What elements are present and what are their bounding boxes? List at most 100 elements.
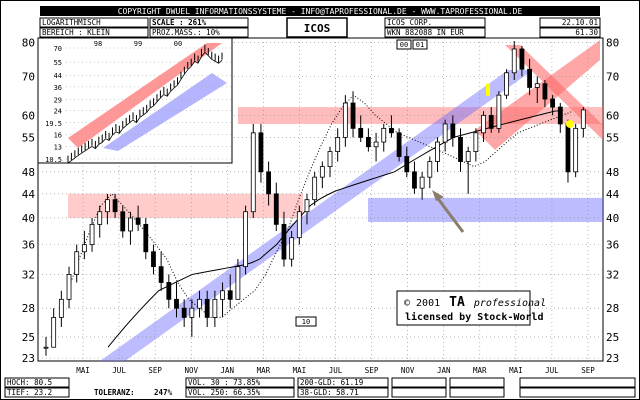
ohlc-body <box>335 136 341 152</box>
ohlc-bar <box>396 128 402 162</box>
dotted-average-path <box>67 94 574 318</box>
ohlc-bar <box>51 308 57 348</box>
ohlc-bar <box>527 58 532 96</box>
ohlc-bar <box>143 217 149 260</box>
inset-y-tick-label: 10.5 <box>45 156 62 164</box>
inset-price-line <box>67 44 223 164</box>
symbol-title: ICOS <box>304 22 331 35</box>
y-tick-label-left: 80 <box>22 37 35 50</box>
x-tick-label: MAI <box>293 366 307 375</box>
inset-y-tick-label: 29 <box>54 97 62 105</box>
x-axis: MAI JUL SEP NOV JAN MAR MAI JUL SEP NOV JAN MAR MAI J… <box>76 366 595 375</box>
ohlc-body <box>258 132 264 173</box>
ohlc-bar <box>481 111 486 143</box>
ohlc-body <box>396 132 402 157</box>
x-tick-label: SEP <box>148 366 162 375</box>
ohlc-bar <box>458 128 463 172</box>
ohlc-bar <box>135 205 141 231</box>
ohlc-bar <box>220 282 225 318</box>
ohlc-body <box>97 211 103 225</box>
y-tick-label-left: 40 <box>22 212 35 225</box>
ohlc-body <box>112 199 118 213</box>
support-trend-channel <box>100 70 533 361</box>
ohlc-bar <box>327 146 333 178</box>
ohlc-body <box>319 166 325 178</box>
ohlc-body <box>281 223 287 260</box>
ohlc-bar <box>235 259 241 300</box>
inset-x-tick-label: 00 <box>174 40 182 48</box>
ohlc-bar <box>81 230 87 260</box>
ohlc-body <box>58 298 64 318</box>
ohlc-bar <box>189 299 195 337</box>
support-band <box>368 197 603 222</box>
ohlc-bar <box>511 41 517 81</box>
y-tick-label-left: 36 <box>22 239 35 252</box>
ohlc-body <box>557 106 563 125</box>
ohlc-body <box>289 237 295 260</box>
watermark-suffix: professional <box>473 298 546 309</box>
dotted-average-line <box>67 94 574 318</box>
ohlc-bars <box>43 41 586 356</box>
ohlc-bar <box>174 282 179 318</box>
ohlc-body <box>488 114 494 129</box>
inset-average-path <box>67 51 223 164</box>
y-tick-label-left: 60 <box>22 109 35 122</box>
header-boxes: LOGARITHMISCH BEREICH : KLEIN SCALE : 26… <box>39 17 601 38</box>
x-tick-label: MAI <box>76 366 90 375</box>
ohlc-bar <box>496 91 502 133</box>
inset-y-tick-label: 55 <box>54 59 62 67</box>
inset-y-tick-label: 13 <box>54 144 62 152</box>
y-tick-label-left: 23 <box>22 352 35 365</box>
ohlc-bar <box>273 182 279 231</box>
ohlc-bar <box>319 161 325 189</box>
y-tick-label-right: 36 <box>606 239 619 252</box>
annotation-markers: 10 00 01 <box>295 39 465 327</box>
ohlc-bar <box>304 193 310 225</box>
ohlc-body <box>481 114 486 134</box>
inset-y-tick-label: 16 <box>54 131 62 139</box>
ohlc-body <box>542 83 548 100</box>
ohlc-bar <box>580 107 586 138</box>
ohlc-bar <box>350 91 356 138</box>
ohlc-body <box>350 102 356 129</box>
ohlc-body <box>158 266 164 283</box>
y-tick-label-right: 55 <box>606 131 619 144</box>
y-tick-label-right: 32 <box>606 268 619 281</box>
range-label: BEREICH : KLEIN <box>42 28 110 37</box>
ohlc-body <box>473 132 479 152</box>
ohlc-bar <box>442 119 448 152</box>
ohlc-body <box>419 176 425 189</box>
scale-label: SCALE : 261% <box>152 18 207 27</box>
ohlc-body <box>504 72 509 96</box>
ohlc-bar <box>488 107 494 133</box>
toleranz-value: 247% <box>154 388 173 397</box>
x-tick-label: MAR <box>257 366 271 375</box>
hoch-label: HOCH: 80.5 <box>7 378 52 387</box>
svg-text:© 2001 TA professi: © 2001 TA professional <box>404 295 546 310</box>
y-tick-label-left: 48 <box>22 166 35 179</box>
ohlc-body <box>412 171 417 189</box>
inset-x-tick-label: 99 <box>134 40 142 48</box>
moving-average-line <box>107 109 564 348</box>
resistance-band <box>238 107 603 124</box>
ohlc-body <box>373 141 379 148</box>
ohlc-body <box>135 217 141 225</box>
ohlc-bar <box>158 251 164 291</box>
ohlc-body <box>304 199 310 213</box>
ohlc-bar <box>557 103 563 133</box>
y-tick-label-right: 23 <box>606 352 619 365</box>
ohlc-body <box>381 127 387 143</box>
inset-y-tick-label: 24 <box>54 108 62 116</box>
ohlc-body <box>527 68 532 88</box>
ohlc-bar <box>66 266 72 309</box>
ohlc-bar <box>335 128 341 162</box>
ohlc-body <box>181 307 187 318</box>
gld38-label: 38-GLD: 58.71 <box>300 388 359 397</box>
x-tick-label: JAN <box>437 366 451 375</box>
ohlc-body <box>243 211 248 268</box>
ohlc-bar <box>166 274 172 309</box>
ohlc-bar <box>128 211 133 245</box>
ohlc-body <box>151 251 156 268</box>
ohlc-bar <box>358 115 364 143</box>
